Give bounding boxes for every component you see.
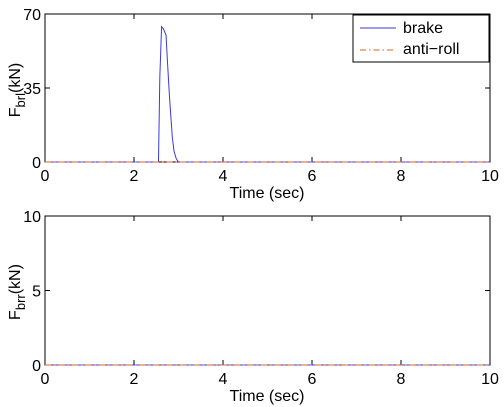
plot-area-brr xyxy=(44,215,491,366)
y-tick-label: 70 xyxy=(23,7,41,24)
y-tick-label: 35 xyxy=(23,81,41,98)
ticks-brl: 0 2 4 6 8 10 0 35 70 xyxy=(23,7,499,185)
y-axis-label-main: F xyxy=(7,107,24,117)
x-tick-label: 6 xyxy=(308,168,317,185)
x-axis-label-brl: Time (sec) xyxy=(230,185,305,202)
y-tick-label: 10 xyxy=(23,209,41,226)
x-tick-label: 0 xyxy=(41,168,50,185)
x-axis-label-brr: Time (sec) xyxy=(230,388,305,405)
legend-label-anti-roll: anti−roll xyxy=(403,41,459,58)
chart-brr: 0 2 4 6 8 10 0 5 10 Time (sec) Fbrr(kN) xyxy=(7,209,499,405)
y-tick-label: 0 xyxy=(32,358,41,375)
y-axis-label-brl: Fbrl(kN) xyxy=(7,63,28,117)
x-tick-label: 10 xyxy=(481,168,499,185)
legend: brake anti−roll xyxy=(352,14,490,63)
x-tick-label: 2 xyxy=(130,168,139,185)
y-axis-label-sub: brl xyxy=(13,93,28,108)
y-axis-label-main: F xyxy=(7,310,24,320)
y-tick-label: 5 xyxy=(32,284,41,301)
x-tick-label: 2 xyxy=(130,371,139,388)
y-axis-label-brr: Fbrr(kN) xyxy=(7,264,28,320)
y-axis-label-unit: (kN) xyxy=(7,264,24,294)
chart-brl: 0 2 4 6 8 10 0 35 70 Time (sec) Fbrl(kN) brake a… xyxy=(7,7,499,202)
y-tick-label: 0 xyxy=(32,155,41,172)
x-tick-label: 6 xyxy=(308,371,317,388)
y-axis-label-unit: (kN) xyxy=(7,63,24,93)
series-line-brake xyxy=(45,25,490,163)
legend-label-brake: brake xyxy=(403,20,443,37)
x-tick-label: 8 xyxy=(397,371,406,388)
x-tick-label: 10 xyxy=(481,371,499,388)
x-tick-label: 4 xyxy=(219,168,228,185)
y-axis-label-sub: brr xyxy=(13,294,28,311)
ticks-brr: 0 2 4 6 8 10 0 5 10 xyxy=(23,209,499,388)
series-brl xyxy=(45,25,490,163)
x-tick-label: 0 xyxy=(41,371,50,388)
x-tick-label: 8 xyxy=(397,168,406,185)
x-tick-label: 4 xyxy=(219,371,228,388)
legend-box xyxy=(352,14,490,63)
